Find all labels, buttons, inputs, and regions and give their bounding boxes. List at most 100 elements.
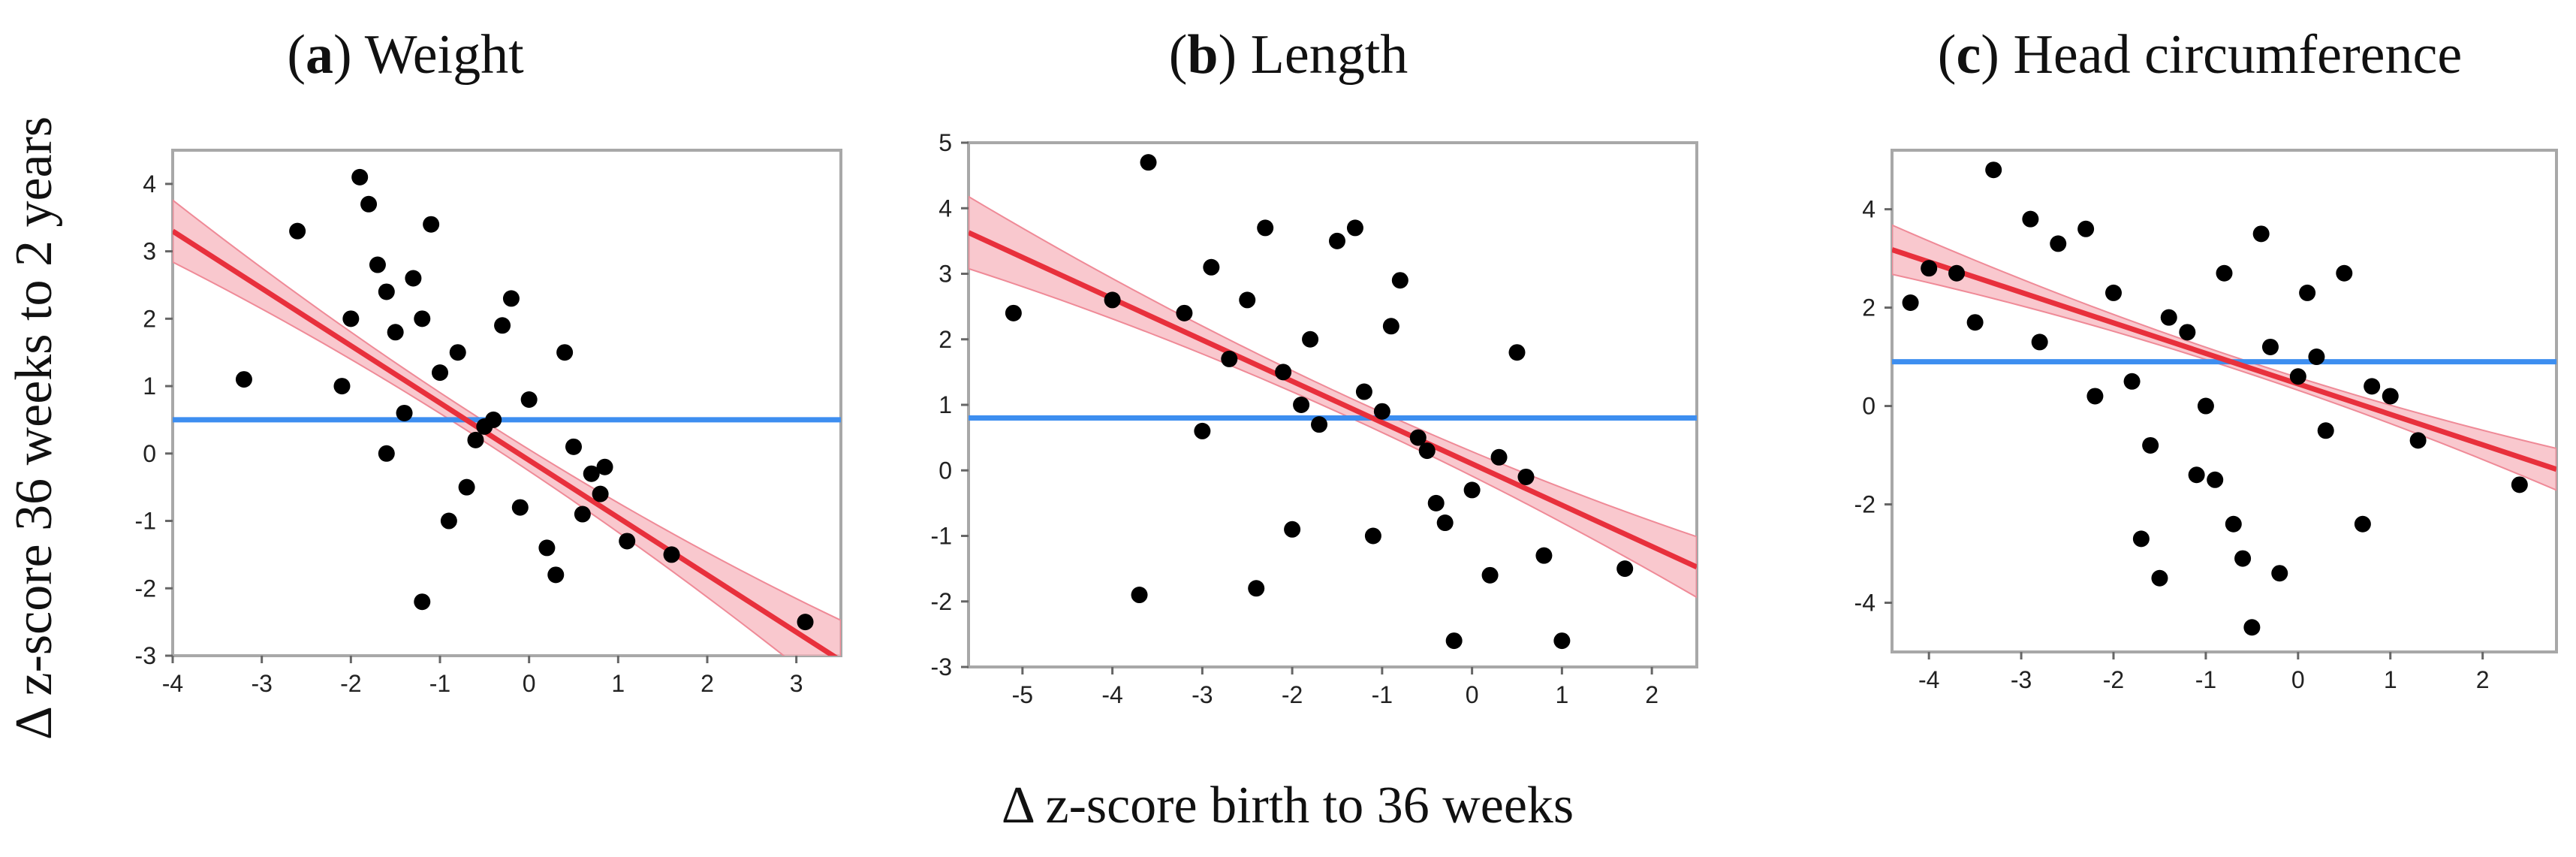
y-tick-label: -1: [931, 523, 952, 550]
data-point: [1140, 154, 1157, 170]
data-point: [2151, 570, 2168, 587]
y-tick-label: 4: [143, 170, 156, 198]
panel-title-text: Length: [1251, 24, 1409, 86]
x-tick-label: -2: [1282, 681, 1303, 708]
x-tick-label: -5: [1012, 681, 1033, 708]
data-point: [459, 479, 475, 496]
x-tick-label: 1: [611, 670, 625, 697]
data-point: [1203, 259, 1219, 276]
x-tick-label: -4: [162, 670, 183, 697]
data-point: [2271, 565, 2288, 581]
y-tick-label: -4: [1854, 590, 1876, 617]
data-point: [1293, 397, 1309, 413]
data-point: [2216, 265, 2233, 282]
y-tick-label: -3: [931, 653, 952, 680]
figure: Δ z-score 36 weeks to 2 years Δ z-score …: [0, 0, 2576, 857]
data-point: [494, 317, 511, 333]
data-point: [565, 439, 582, 455]
data-point: [1239, 291, 1255, 308]
data-point: [333, 378, 350, 394]
data-point: [2161, 309, 2177, 326]
data-point: [2189, 466, 2205, 483]
x-tick-label: 1: [1555, 681, 1568, 708]
y-tick-label: -1: [135, 508, 156, 535]
data-point: [503, 290, 520, 306]
y-tick-label: 3: [143, 238, 156, 265]
data-point: [2243, 619, 2260, 635]
data-point: [236, 371, 252, 388]
x-tick-label: -1: [2195, 666, 2216, 693]
x-tick-label: 0: [523, 670, 536, 697]
data-point: [387, 324, 404, 340]
y-tick-label: 2: [143, 305, 156, 332]
data-point: [1311, 416, 1327, 433]
panel-title-length: (b) Length: [1169, 24, 1409, 86]
y-tick-label: 0: [1862, 393, 1876, 420]
data-point: [574, 506, 591, 523]
y-tick-label: 4: [939, 195, 952, 222]
data-point: [2077, 221, 2094, 237]
y-tick-label: -3: [135, 642, 156, 669]
data-point: [1482, 567, 1499, 584]
data-point: [521, 391, 538, 408]
data-point: [414, 310, 430, 327]
data-point: [1535, 548, 1552, 564]
data-point: [2318, 422, 2334, 439]
data-point: [1347, 219, 1363, 236]
data-point: [1005, 305, 1022, 321]
x-tick-label: 0: [1466, 681, 1479, 708]
y-tick-label: 1: [939, 391, 952, 418]
data-point: [538, 539, 555, 556]
y-tick-label: 0: [939, 457, 952, 484]
data-point: [2022, 211, 2038, 228]
data-point: [619, 533, 635, 549]
x-tick-label: -3: [251, 670, 272, 697]
x-tick-label: -3: [1192, 681, 1213, 708]
data-point: [2105, 285, 2122, 301]
x-axis-title: Δ z-score birth to 36 weeks: [1002, 777, 1574, 834]
x-tick-label: 3: [790, 670, 803, 697]
x-tick-label: 0: [2291, 666, 2305, 693]
data-point: [1392, 272, 1409, 288]
data-point: [1302, 331, 1318, 348]
data-point: [2308, 349, 2324, 365]
data-point: [1437, 515, 1454, 531]
data-point: [1275, 364, 1291, 380]
y-tick-label: 0: [143, 440, 156, 467]
data-point: [2336, 265, 2352, 282]
data-point: [2124, 373, 2141, 390]
data-point: [1365, 528, 1381, 545]
data-point: [583, 466, 600, 482]
x-tick-label: 2: [700, 670, 714, 697]
y-tick-label: 3: [939, 261, 952, 288]
data-point: [423, 216, 439, 233]
data-point: [1131, 587, 1148, 603]
data-point: [1985, 161, 2002, 178]
data-point: [2290, 368, 2306, 385]
data-point: [1194, 423, 1210, 439]
data-point: [432, 364, 448, 381]
y-tick-label: 4: [1862, 196, 1876, 223]
data-point: [2198, 398, 2214, 415]
data-point: [1948, 265, 1965, 282]
data-point: [2364, 378, 2380, 394]
data-point: [2032, 333, 2048, 350]
y-tick-label: -2: [931, 588, 952, 615]
y-tick-label: -2: [1854, 491, 1876, 518]
y-tick-label: -2: [135, 575, 156, 602]
data-point: [797, 614, 814, 630]
data-point: [1104, 291, 1121, 308]
data-point: [1374, 403, 1390, 420]
data-point: [2262, 339, 2279, 355]
data-point: [441, 513, 457, 530]
data-point: [1921, 260, 1937, 276]
x-tick-label: -1: [1372, 681, 1393, 708]
panel-label-c: c: [1956, 24, 1981, 86]
x-tick-label: -3: [2011, 666, 2032, 693]
panel-head-circumference: (c) Head circumference -4 -3 -2 -1 0 1 2 -4 -2 0 2…: [1854, 24, 2556, 693]
y-tick-label: 2: [1862, 294, 1876, 321]
panel-length: (b) Length -5 -4 -3 -2 -1 0 1 2 -3 -2 -1 0 1 2 3 4 5: [931, 24, 1697, 708]
plot-frame: [1892, 150, 2556, 652]
data-point: [1419, 442, 1436, 459]
x-tick-label: -1: [429, 670, 450, 697]
